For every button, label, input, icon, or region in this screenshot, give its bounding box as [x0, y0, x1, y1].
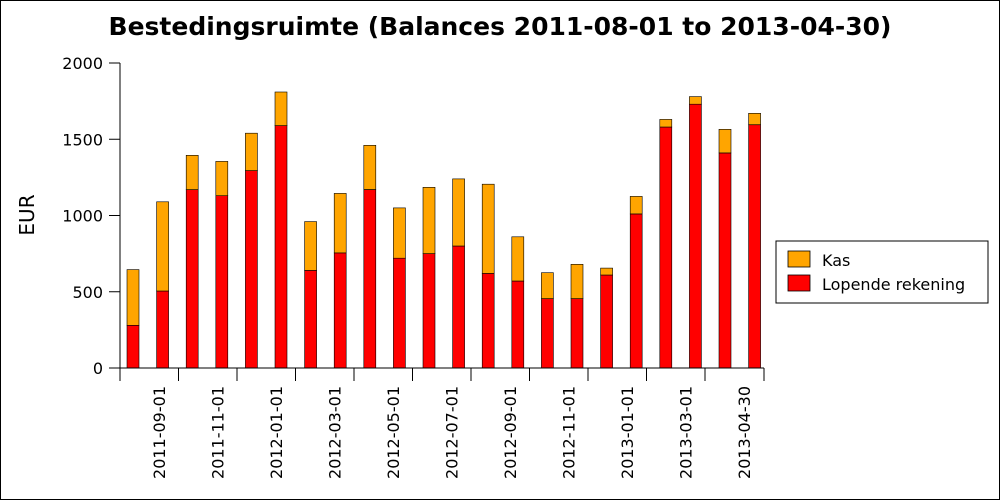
- y-tick-label: 1000: [62, 207, 103, 226]
- bar-kas: [718, 129, 732, 154]
- bar-lopende-rekening: [393, 257, 406, 369]
- bar-lopende-rekening: [689, 103, 702, 369]
- bar-lopende-rekening: [600, 274, 613, 369]
- bar-lopende-rekening: [570, 298, 584, 369]
- bar-kas: [215, 161, 229, 196]
- y-tick-label: 0: [93, 359, 103, 378]
- bar-lopende-rekening: [274, 125, 288, 369]
- bar-kas: [274, 91, 288, 126]
- bar-kas: [393, 207, 406, 259]
- bar-kas: [629, 196, 643, 215]
- bar-lopende-rekening: [511, 280, 525, 369]
- bar-lopende-rekening: [452, 245, 465, 369]
- bar-lopende-rekening: [422, 253, 436, 369]
- x-tick-label: 2012-01-01: [267, 386, 286, 479]
- bar-lopende-rekening: [156, 290, 169, 369]
- x-tick-label: 2012-03-01: [326, 386, 345, 479]
- bars-group: [126, 91, 761, 369]
- x-tick-label: 2012-07-01: [443, 386, 462, 479]
- x-tick-label: 2011-09-01: [150, 386, 169, 479]
- bar-lopende-rekening: [481, 273, 495, 369]
- bar-lopende-rekening: [629, 213, 643, 369]
- bar-kas: [304, 221, 317, 271]
- bar-kas: [363, 145, 377, 190]
- axes-group: 0 500 1000 1500 2000 2011-09-01 2011-11-01 2012…: [62, 54, 765, 479]
- bar-lopende-rekening: [659, 126, 673, 369]
- bar-kas: [452, 178, 465, 247]
- bar-lopende-rekening: [363, 189, 377, 369]
- x-tick-label: 2012-05-01: [384, 386, 403, 479]
- x-tick-label: 2012-09-01: [501, 386, 520, 479]
- bar-kas: [511, 236, 525, 282]
- bar-kas: [245, 132, 258, 171]
- bar-kas: [659, 119, 673, 128]
- bar-lopende-rekening: [215, 195, 229, 369]
- bar-kas: [748, 113, 761, 126]
- x-tick-label: 2013-03-01: [677, 386, 696, 479]
- bar-kas: [126, 269, 140, 326]
- bar-kas: [570, 263, 584, 299]
- legend-label-kas: Kas: [822, 251, 850, 270]
- legend-swatch-kas: [787, 250, 811, 268]
- bar-lopende-rekening: [185, 189, 199, 369]
- y-tick-label: 2000: [62, 54, 103, 73]
- bar-kas: [333, 193, 347, 254]
- bar-kas: [156, 201, 169, 292]
- bar-lopende-rekening: [718, 152, 732, 369]
- bar-lopende-rekening: [333, 252, 347, 369]
- bar-lopende-rekening: [541, 298, 554, 369]
- bar-kas: [185, 155, 199, 190]
- bar-lopende-rekening: [304, 270, 317, 369]
- legend-label-lopende-rekening: Lopende rekening: [822, 275, 965, 294]
- x-tick-label: 2011-11-01: [209, 386, 228, 479]
- x-tick-label: 2012-11-01: [560, 386, 579, 479]
- bar-kas: [689, 96, 702, 105]
- y-tick-label: 1500: [62, 130, 103, 149]
- y-axis-label: EUR: [15, 194, 39, 235]
- bar-lopende-rekening: [245, 170, 258, 369]
- bar-lopende-rekening: [748, 124, 761, 369]
- x-tick-label: 2013-04-30: [735, 386, 754, 479]
- legend-box: [775, 240, 989, 304]
- legend-swatch-lopende-rekening: [787, 274, 811, 292]
- x-tick-label: 2013-01-01: [618, 386, 637, 479]
- chart-title: Bestedingsruimte (Balances 2011-08-01 to…: [109, 12, 892, 41]
- bar-lopende-rekening: [126, 324, 140, 369]
- bar-kas: [541, 272, 554, 299]
- bar-kas: [422, 187, 436, 254]
- y-tick-label: 500: [72, 283, 103, 302]
- legend: Kas Lopende rekening: [775, 240, 989, 304]
- bar-kas: [481, 183, 495, 274]
- bar-kas: [600, 267, 613, 276]
